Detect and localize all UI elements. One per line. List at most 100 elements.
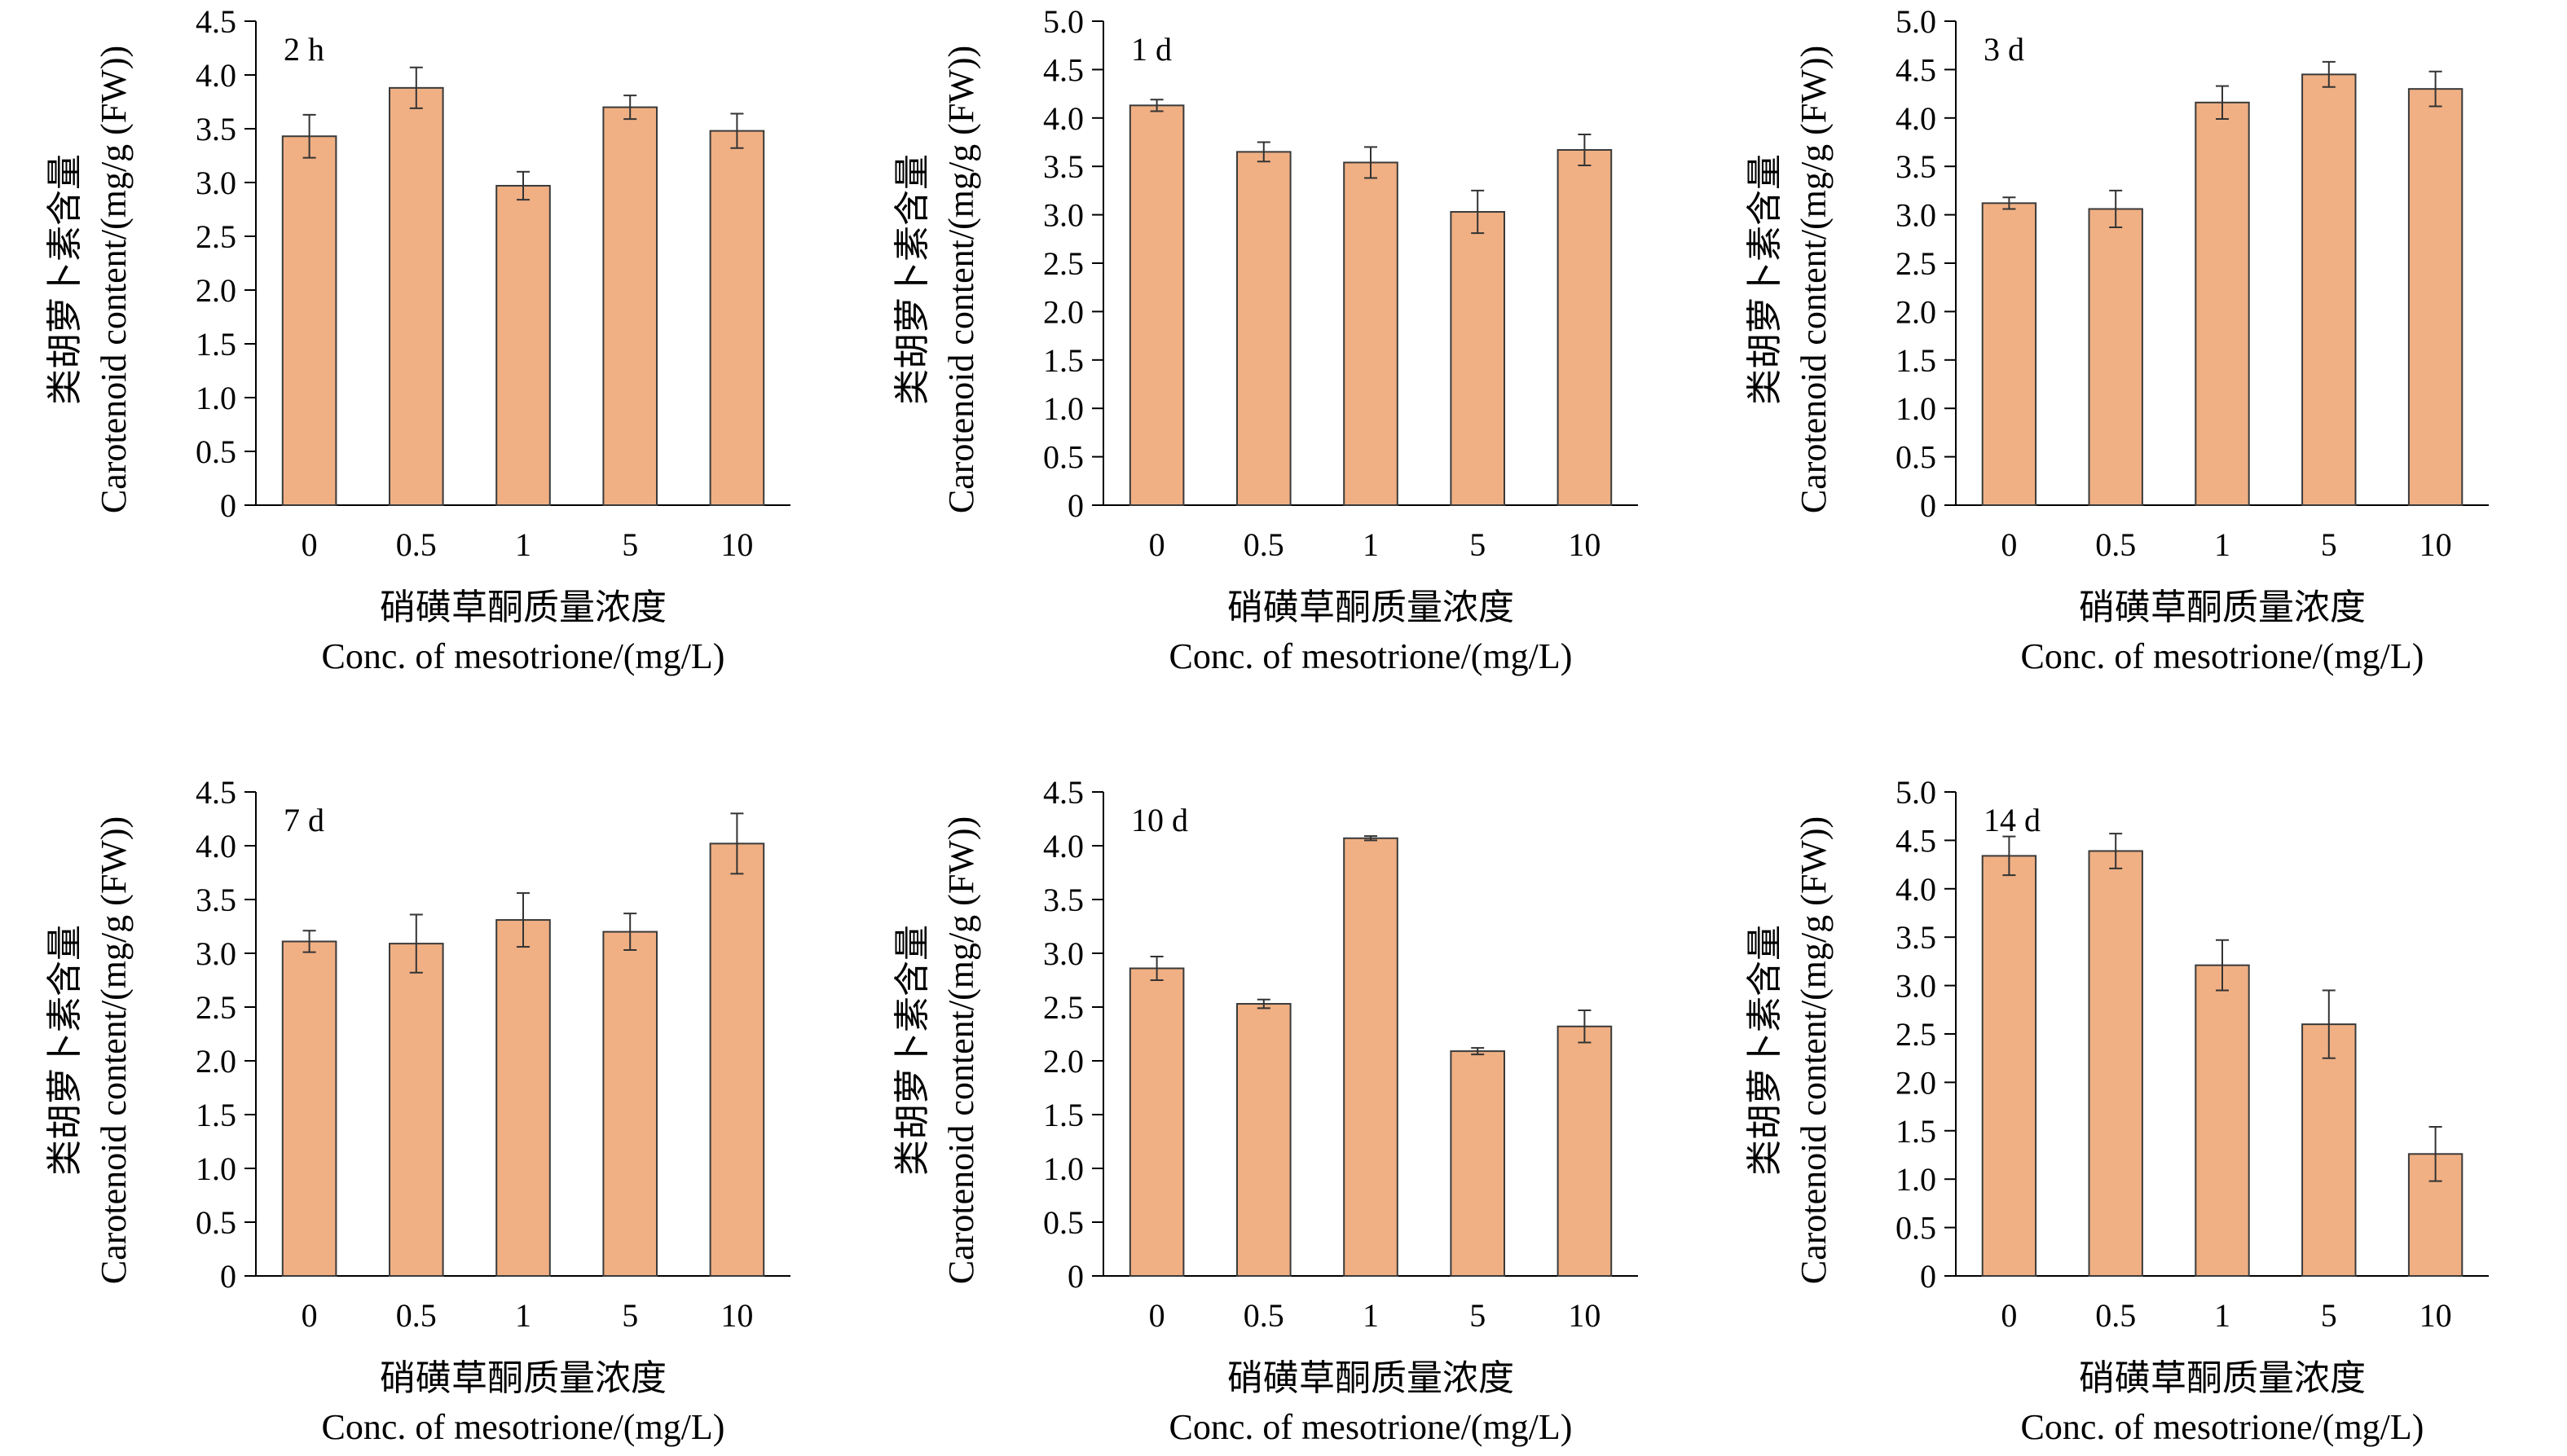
x-axis-label-cn: 硝磺草酮质量浓度 [380, 587, 667, 627]
y-tick-label: 2.0 [196, 1043, 236, 1080]
x-axis-label-cn: 硝磺草酮质量浓度 [2079, 1358, 2366, 1398]
y-tick-label: 4.5 [196, 3, 236, 40]
chart-panel-5: 0 0.5 1.0 1.5 2.0 2.5 3.0 3.5 4.0 4.5 0 0.5 1 5 10 10 d… [892, 774, 1638, 1447]
x-tick-label: 1 [1363, 526, 1379, 563]
y-tick-label: 5.0 [1896, 3, 1936, 40]
y-tick-label: 2.0 [196, 272, 236, 309]
y-axis-label-cn: 类胡萝卜素含量 [892, 925, 932, 1176]
y-tick-label: 1.5 [1043, 1097, 1084, 1133]
y-tick-label: 1.0 [196, 1150, 236, 1187]
bar [1981, 202, 2037, 506]
x-tick-label: 0.5 [2095, 526, 2136, 563]
y-tick-label: 0 [220, 1258, 236, 1295]
y-tick-label: 3.5 [196, 111, 236, 147]
bar [389, 86, 444, 506]
bar [1236, 151, 1292, 506]
bar [389, 943, 444, 1277]
x-tick-label: 5 [622, 1297, 638, 1334]
x-tick-label: 0 [2001, 526, 2017, 563]
x-tick-label: 5 [2321, 526, 2337, 563]
bar [2195, 964, 2250, 1277]
x-tick-label: 10 [2419, 1297, 2452, 1334]
y-tick-label: 4.0 [1896, 100, 1936, 137]
y-tick-label: 4.5 [196, 774, 236, 811]
x-tick-label: 0 [1149, 1297, 1165, 1334]
y-tick-label: 5.0 [1043, 3, 1084, 40]
panel-label: 7 d [284, 802, 324, 838]
x-axis-label-en: Conc. of mesotrione/(mg/L) [1169, 1407, 1573, 1447]
y-axis-label-cn: 类胡萝卜素含量 [1745, 154, 1785, 405]
y-tick-label: 0.5 [1896, 439, 1936, 476]
bar [2301, 1023, 2357, 1277]
y-axis-label-cn: 类胡萝卜素含量 [45, 925, 85, 1176]
y-tick-label: 1.0 [1896, 390, 1936, 427]
y-tick-label: 0 [1068, 487, 1084, 524]
bar [602, 930, 658, 1277]
y-axis-label-en: Carotenoid content/(mg/g (FW)) [941, 46, 981, 513]
bar [1981, 855, 2037, 1277]
y-tick-label: 0.5 [1043, 1204, 1084, 1241]
panel-label: 1 d [1131, 31, 1172, 68]
x-tick-label: 10 [1568, 1297, 1601, 1334]
y-tick-label: 3.5 [196, 882, 236, 918]
x-tick-label: 10 [2419, 526, 2452, 563]
x-tick-label: 0 [2001, 1297, 2017, 1334]
x-tick-label: 10 [1568, 526, 1601, 563]
panel-label: 10 d [1131, 802, 1188, 838]
x-axis-label-en: Conc. of mesotrione/(mg/L) [1169, 636, 1573, 676]
y-tick-label: 2.5 [1896, 245, 1936, 282]
y-tick-label: 1.0 [1043, 1150, 1084, 1187]
x-tick-label: 1 [2214, 526, 2230, 563]
y-tick-label: 0 [1920, 487, 1936, 524]
chart-panel-4: 0 0.5 1.0 1.5 2.0 2.5 3.0 3.5 4.0 4.5 0 0.5 1 5 10 7 d 硝… [45, 774, 790, 1447]
bar [1343, 161, 1398, 506]
panel-label: 2 h [284, 31, 324, 68]
y-tick-label: 2.0 [1043, 1043, 1084, 1080]
bar [495, 919, 551, 1277]
y-tick-label: 1.5 [1896, 1113, 1936, 1150]
y-tick-label: 2.5 [196, 218, 236, 255]
bar [602, 106, 658, 506]
y-tick-label: 4.5 [1896, 51, 1936, 88]
y-tick-label: 4.0 [196, 828, 236, 864]
bar [1236, 1003, 1292, 1278]
y-tick-label: 1.5 [196, 326, 236, 363]
y-tick-label: 2.0 [1896, 293, 1936, 330]
y-axis-label-cn: 类胡萝卜素含量 [45, 154, 85, 405]
y-tick-label: 1.0 [1896, 1161, 1936, 1198]
chart-panel-6: 0 0.5 1.0 1.5 2.0 2.5 3.0 3.5 4.0 4.5 5.0 0 0.5 1 5 10 1… [1745, 774, 2489, 1447]
x-axis-label-cn: 硝磺草酮质量浓度 [1227, 587, 1514, 627]
y-tick-label: 4.0 [196, 57, 236, 94]
x-tick-label: 5 [1469, 1297, 1486, 1334]
chart-panel-2: 0 0.5 1.0 1.5 2.0 2.5 3.0 3.5 4.0 4.5 5.0 0 0.5 1 5 10 1… [892, 3, 1638, 676]
x-axis-label-en: Conc. of mesotrione/(mg/L) [322, 636, 725, 676]
y-tick-label: 0 [1920, 1258, 1936, 1295]
y-tick-label: 3.0 [196, 165, 236, 201]
y-tick-label: 3.5 [1043, 148, 1084, 185]
x-tick-label: 10 [720, 1297, 753, 1334]
x-tick-label: 5 [2321, 1297, 2337, 1334]
x-axis-label-cn: 硝磺草酮质量浓度 [380, 1358, 667, 1398]
y-tick-label: 0.5 [196, 433, 236, 470]
chart-panel-1: 0 0.5 1.0 1.5 2.0 2.5 3.0 3.5 4.0 4.5 0 0.5 1 5 10 2 h 硝… [45, 3, 790, 676]
bar [2195, 101, 2250, 507]
x-tick-label: 5 [1469, 526, 1486, 563]
y-tick-label: 2.0 [1043, 293, 1084, 330]
y-tick-label: 4.5 [1043, 51, 1084, 88]
x-axis-label-en: Conc. of mesotrione/(mg/L) [322, 1407, 725, 1447]
bar [709, 130, 765, 506]
y-tick-label: 5.0 [1896, 774, 1936, 811]
bar [281, 940, 337, 1277]
y-tick-label: 1.5 [196, 1097, 236, 1133]
y-tick-label: 3.0 [1896, 197, 1936, 234]
x-tick-label: 0 [302, 1297, 318, 1334]
y-tick-label: 2.5 [196, 989, 236, 1026]
y-tick-label: 3.5 [1896, 919, 1936, 956]
y-tick-label: 1.5 [1043, 342, 1084, 379]
y-axis-label-en: Carotenoid content/(mg/g (FW)) [94, 816, 134, 1284]
y-tick-label: 0 [220, 487, 236, 524]
y-axis-label-en: Carotenoid content/(mg/g (FW)) [1794, 816, 1834, 1284]
y-tick-label: 0.5 [196, 1204, 236, 1241]
x-axis-label-en: Conc. of mesotrione/(mg/L) [2021, 1407, 2424, 1447]
